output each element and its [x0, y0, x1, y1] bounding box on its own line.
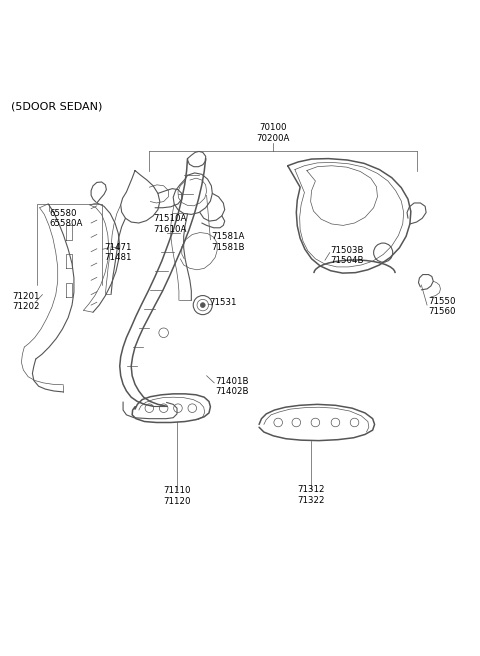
Text: 71581A
71581B: 71581A 71581B — [211, 232, 245, 252]
Text: 71110
71120: 71110 71120 — [163, 486, 191, 506]
Text: 71401B
71402B: 71401B 71402B — [215, 377, 249, 396]
Text: 71531: 71531 — [209, 298, 237, 307]
Text: 71550
71560: 71550 71560 — [429, 297, 456, 316]
Text: 70100
70200A: 70100 70200A — [257, 123, 290, 143]
Text: 71312
71322: 71312 71322 — [297, 485, 324, 504]
Text: 71201
71202: 71201 71202 — [12, 292, 39, 312]
Text: (5DOOR SEDAN): (5DOOR SEDAN) — [11, 101, 102, 112]
Text: 71510A
71610A: 71510A 71610A — [153, 215, 187, 234]
Text: 71471
71481: 71471 71481 — [104, 243, 132, 262]
Text: 65580
65580A: 65580 65580A — [49, 209, 83, 228]
Circle shape — [200, 302, 205, 308]
Text: 71503B
71504B: 71503B 71504B — [331, 246, 364, 265]
